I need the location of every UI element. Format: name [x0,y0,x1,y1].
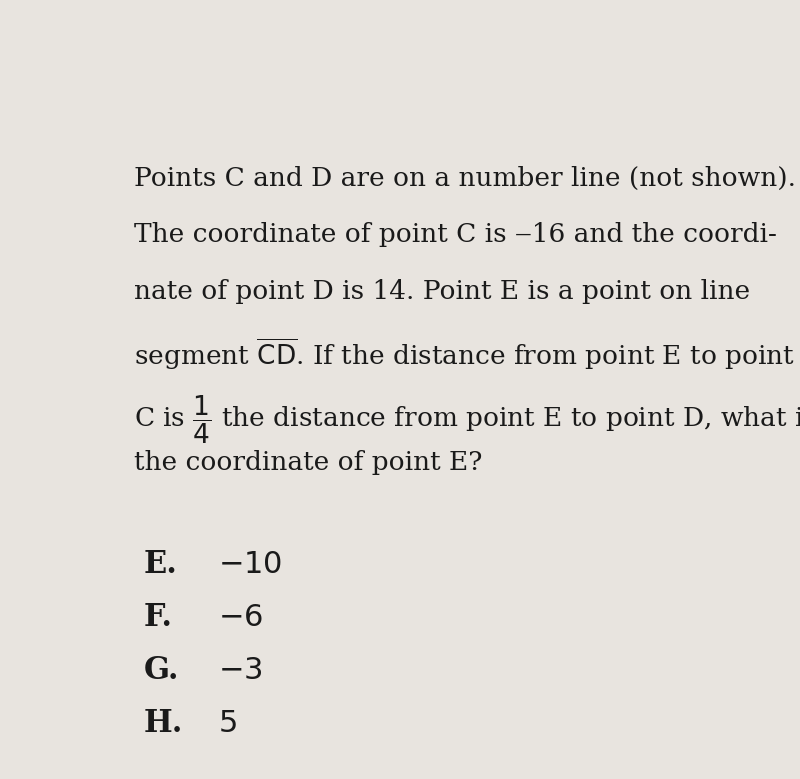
Text: the coordinate of point E?: the coordinate of point E? [134,450,482,475]
Text: $-10$: $-10$ [218,549,282,580]
Text: segment $\overline{\rm CD}$. If the distance from point E to point: segment $\overline{\rm CD}$. If the dist… [134,337,795,372]
Text: E.: E. [143,549,178,580]
Text: H.: H. [143,707,182,738]
Text: $-3$: $-3$ [218,655,262,686]
Text: nate of point D is 14. Point E is a point on line: nate of point D is 14. Point E is a poin… [134,280,750,305]
Text: $-6$: $-6$ [218,602,263,633]
Text: F.: F. [143,602,173,633]
Text: $5$: $5$ [218,707,237,738]
Text: Points C and D are on a number line (not shown).: Points C and D are on a number line (not… [134,165,796,190]
Text: G.: G. [143,655,179,686]
Text: C is $\dfrac{1}{4}$ the distance from point E to point D, what is: C is $\dfrac{1}{4}$ the distance from po… [134,393,800,446]
Text: The coordinate of point C is ‒16 and the coordi-: The coordinate of point C is ‒16 and the… [134,223,777,248]
